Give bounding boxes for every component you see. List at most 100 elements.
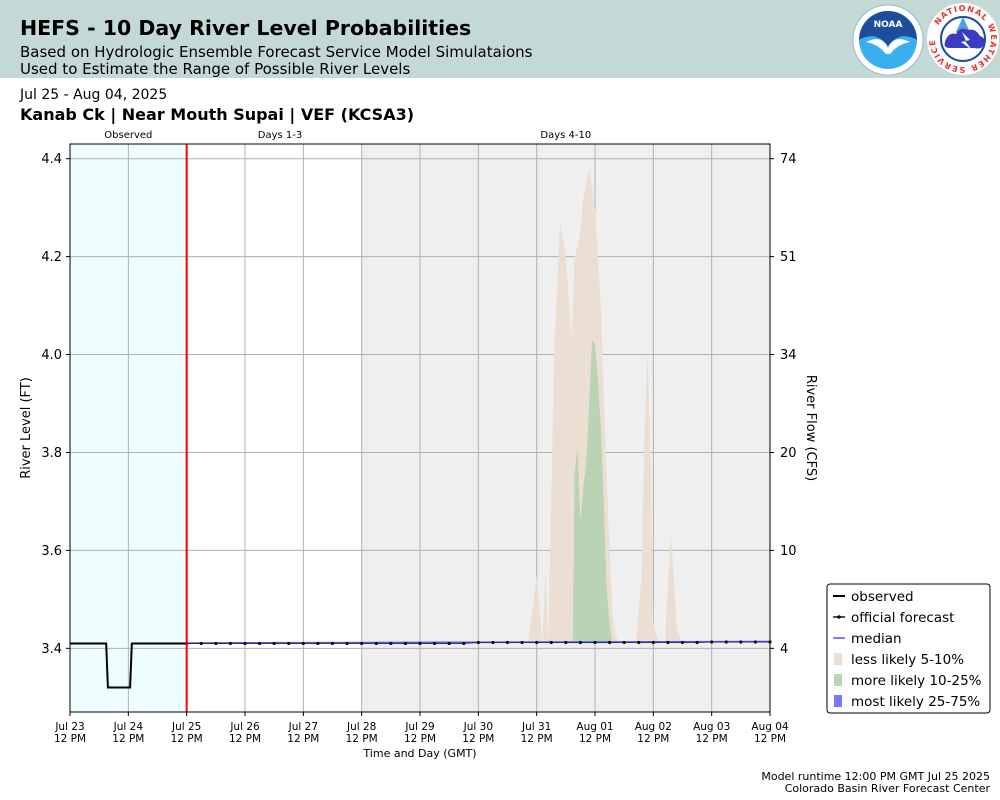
legend-label: median xyxy=(851,631,902,647)
legend-box xyxy=(826,583,991,714)
x-tick-label: Jul 30 xyxy=(463,721,493,733)
section-label: Days 1-3 xyxy=(258,130,302,141)
x-tick-label: 12 PM xyxy=(521,733,553,745)
forecast-point xyxy=(753,640,758,644)
x-tick-label: Jul 31 xyxy=(521,721,551,733)
forecast-point xyxy=(257,641,262,646)
nws-logo-icon: NATIONAL WEATHER SERVICE xyxy=(927,3,999,75)
forecast-point xyxy=(360,641,364,646)
x-tick-label: 12 PM xyxy=(112,733,144,745)
x-tick-label: 12 PM xyxy=(346,733,378,745)
x-tick-label: 12 PM xyxy=(229,733,261,745)
forecast-point xyxy=(301,641,305,646)
y2-tick-label: 51 xyxy=(780,250,797,265)
page-title: HEFS - 10 Day River Level Probabilities xyxy=(20,16,472,40)
forecast-point xyxy=(462,641,466,646)
y-tick-label: 3.8 xyxy=(41,446,62,461)
forecast-point xyxy=(651,640,655,645)
x-tick-label: Aug 02 xyxy=(635,721,672,733)
legend-label: more likely 10-25% xyxy=(851,673,982,689)
x-tick-label: 12 PM xyxy=(696,733,728,745)
legend-label: most likely 25-75% xyxy=(851,694,980,710)
forecast-point xyxy=(403,641,408,646)
forecast-point xyxy=(505,640,510,645)
forecast-point xyxy=(622,640,626,645)
x-tick-label: 12 PM xyxy=(462,733,494,745)
forecast-center: Colorado Basin River Forecast Center xyxy=(784,782,990,795)
section-label: Days 4-10 xyxy=(540,130,591,141)
forecast-point xyxy=(549,640,553,645)
forecast-point xyxy=(374,641,378,646)
forecast-point xyxy=(418,641,422,646)
legend-swatch-patch xyxy=(834,674,842,686)
forecast-point xyxy=(432,641,437,646)
forecast-point xyxy=(389,641,393,646)
forecast-point xyxy=(316,641,320,646)
x-tick-label: 12 PM xyxy=(404,733,436,745)
y-tick-label: 4.0 xyxy=(41,348,62,363)
less-likely-area xyxy=(527,168,683,644)
y-tick-label: 4.4 xyxy=(41,152,62,167)
section-label: Observed xyxy=(104,130,152,141)
y2-tick-label: 74 xyxy=(780,152,797,167)
y-axis-label: River Level (FT) xyxy=(19,377,34,479)
legend-label: less likely 5-10% xyxy=(851,652,964,668)
forecast-point xyxy=(287,641,291,646)
x-tick-label: 12 PM xyxy=(171,733,203,745)
forecast-point xyxy=(243,641,247,646)
forecast-point xyxy=(447,641,451,646)
y-tick-label: 4.2 xyxy=(41,250,62,265)
x-tick-label: 12 PM xyxy=(579,733,611,745)
forecast-point xyxy=(739,640,743,644)
station-title: Kanab Ck | Near Mouth Supai | VEF (KCSA3… xyxy=(20,105,415,124)
forecast-point xyxy=(710,640,714,644)
legend-label: observed xyxy=(851,589,914,605)
forecast-point xyxy=(564,640,568,645)
forecast-point xyxy=(695,640,699,645)
x-tick-label: 12 PM xyxy=(754,733,786,745)
header-banner xyxy=(0,0,1000,78)
forecast-point xyxy=(491,640,495,645)
x-tick-label: Jul 27 xyxy=(288,721,318,733)
date-range: Jul 25 - Aug 04, 2025 xyxy=(20,87,168,103)
x-tick-label: Jul 26 xyxy=(229,721,260,733)
y2-tick-label: 34 xyxy=(780,348,797,363)
legend-swatch-forecast-dot xyxy=(837,615,841,619)
x-tick-label: 12 PM xyxy=(54,733,86,745)
noaa-logo-label: NOAA xyxy=(874,20,903,30)
x-tick-label: Aug 03 xyxy=(693,721,730,733)
page-subtitle-line2: Used to Estimate the Range of Possible R… xyxy=(20,60,411,78)
y2-tick-label: 4 xyxy=(780,642,788,657)
model-runtime: Model runtime 12:00 PM GMT Jul 25 2025 xyxy=(761,770,990,783)
forecast-point xyxy=(724,640,728,644)
x-tick-label: Jul 24 xyxy=(113,721,144,733)
x-tick-label: Jul 29 xyxy=(404,721,434,733)
legend-swatch-patch xyxy=(834,695,842,707)
forecast-point xyxy=(199,641,203,646)
y-tick-label: 3.4 xyxy=(41,642,62,657)
x-tick-label: Jul 28 xyxy=(346,721,376,733)
forecast-point xyxy=(520,640,524,645)
forecast-point xyxy=(593,640,597,645)
x-axis-label: Time and Day (GMT) xyxy=(362,747,476,760)
forecast-point xyxy=(666,640,670,645)
x-tick-label: Aug 01 xyxy=(576,721,613,733)
legend-swatch-patch xyxy=(834,653,842,665)
forecast-point xyxy=(607,640,612,645)
forecast-point xyxy=(637,640,641,645)
forecast-point xyxy=(345,641,349,646)
y-tick-label: 3.6 xyxy=(41,544,62,559)
forecast-point xyxy=(535,640,539,645)
y2-axis-label: River Flow (CFS) xyxy=(803,375,818,481)
observed-line xyxy=(70,642,187,689)
y2-tick-label: 10 xyxy=(780,544,797,559)
x-tick-label: Jul 25 xyxy=(171,721,201,733)
noaa-logo-icon: NOAA xyxy=(852,4,924,76)
forecast-point xyxy=(578,640,583,645)
forecast-point xyxy=(680,640,685,645)
forecast-point xyxy=(476,640,480,645)
forecast-point xyxy=(330,641,335,646)
x-tick-label: 12 PM xyxy=(287,733,319,745)
forecast-point xyxy=(214,641,218,646)
